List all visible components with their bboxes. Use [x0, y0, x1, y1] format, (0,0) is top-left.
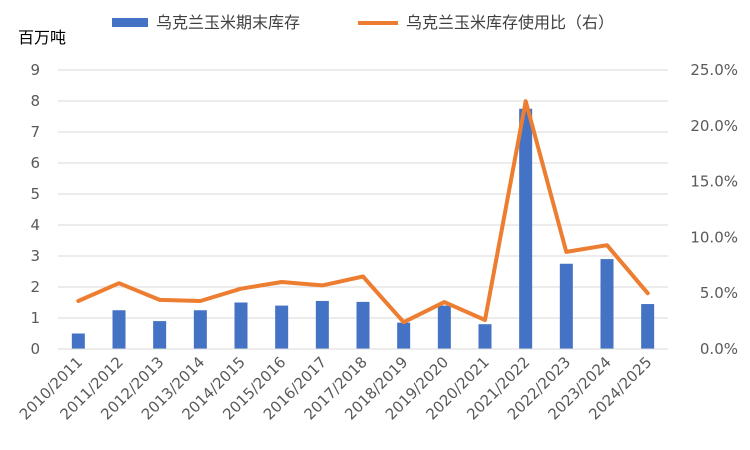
right-axis-tick-label: 0.0% [700, 340, 738, 358]
left-axis-tick-label: 8 [30, 92, 40, 110]
right-axis-tick-label: 10.0% [690, 228, 738, 246]
right-axis-tick-label: 25.0% [690, 61, 738, 79]
bar [234, 302, 248, 349]
bar [478, 324, 492, 349]
bar-series [71, 108, 655, 349]
legend-bar-swatch [112, 18, 148, 27]
bar [153, 321, 167, 349]
y-axis-unit-label: 百万吨 [18, 28, 66, 47]
bar [397, 322, 411, 349]
left-axis-tick-label: 7 [30, 123, 40, 141]
bar [193, 310, 207, 349]
bar [559, 263, 573, 349]
right-axis-tick-label: 15.0% [690, 173, 738, 191]
left-axis-tick-label: 0 [30, 340, 40, 358]
series-line [76, 99, 650, 325]
left-axis-tick-label: 2 [30, 278, 40, 296]
line-series [76, 99, 650, 325]
left-axis-tick-label: 9 [30, 61, 40, 79]
gridlines [58, 69, 668, 350]
left-axis: 0 1 2 3 4 5 6 7 8 9 [30, 61, 40, 358]
right-axis-tick-label: 20.0% [690, 117, 738, 135]
bar [641, 304, 655, 349]
bar [315, 300, 329, 349]
bar [275, 305, 289, 349]
left-axis-tick-label: 5 [30, 185, 40, 203]
legend-bar-label: 乌克兰玉米期末库存 [156, 13, 300, 32]
left-axis-tick-label: 4 [30, 216, 40, 234]
left-axis-tick-label: 1 [30, 309, 40, 327]
legend-line-label: 乌克兰玉米库存使用比（右） [406, 13, 614, 32]
bar [356, 301, 370, 349]
x-axis: 2010/20112011/20122012/20132013/20142014… [16, 348, 668, 423]
right-axis: 0.0% 5.0% 10.0% 15.0% 20.0% 25.0% [690, 61, 738, 358]
bar [437, 305, 451, 349]
bar [519, 108, 533, 349]
left-axis-tick-label: 6 [30, 154, 40, 172]
right-axis-tick-label: 5.0% [700, 284, 738, 302]
bar [600, 259, 614, 349]
bar [71, 333, 85, 349]
bar [112, 310, 126, 349]
legend: 乌克兰玉米期末库存 乌克兰玉米库存使用比（右） [112, 13, 614, 32]
left-axis-tick-label: 3 [30, 247, 40, 265]
